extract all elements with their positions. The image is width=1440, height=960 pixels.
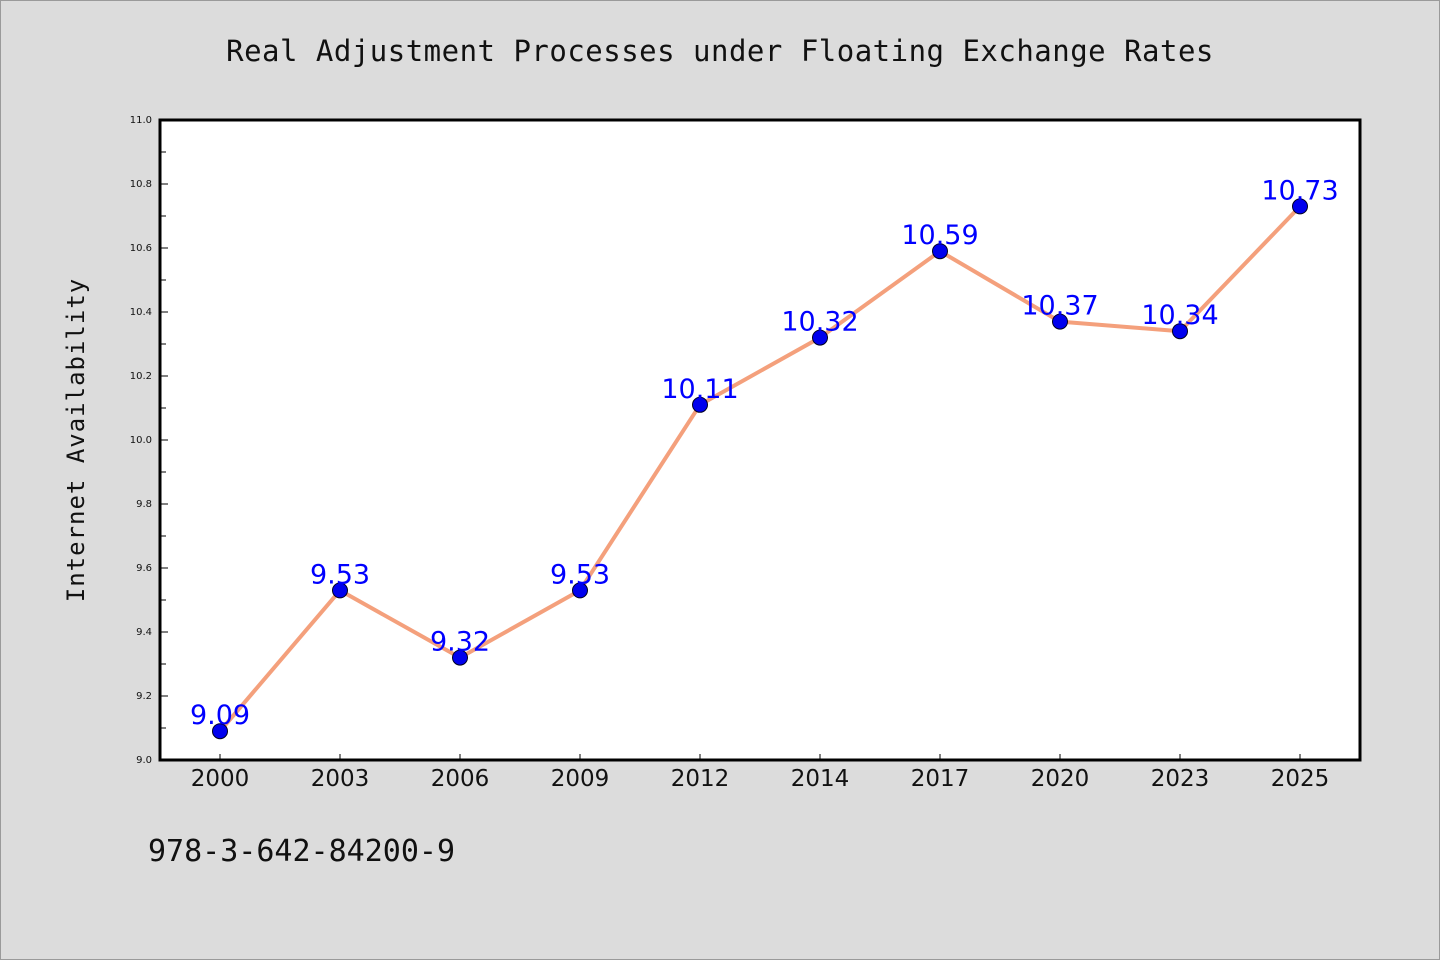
y-tick-label: 10.0: [130, 435, 152, 446]
data-label: 9.53: [310, 559, 370, 590]
data-point: [332, 582, 348, 599]
data-label: 9.09: [190, 700, 250, 731]
isbn-text: 978-3-642-84200-9: [148, 834, 456, 869]
y-axis-label: Internet Availability: [62, 278, 90, 602]
data-point: [692, 396, 708, 413]
y-tick-label: 10.2: [130, 371, 152, 382]
data-label: 9.53: [550, 559, 610, 590]
data-point: [932, 243, 948, 260]
y-tick-label: 9.4: [136, 627, 152, 638]
data-markers: [212, 198, 1308, 740]
x-tick-label: 2017: [911, 766, 970, 792]
x-tick-label: 2009: [551, 766, 610, 792]
x-axis: 2000 2003 2006 2009 2012 2014 2017 2020 2023 2025: [191, 754, 1330, 792]
x-tick-label: 2023: [1151, 766, 1210, 792]
y-tick-label: 9.0: [136, 755, 152, 766]
y-axis: 9.0 9.2 9.4 9.6 9.8 10.0 10.2 10.4 10.6 10.8 11.0: [130, 115, 168, 766]
data-point: [572, 582, 588, 599]
data-label: 9.32: [430, 627, 490, 658]
y-tick-label: 9.6: [136, 563, 152, 574]
x-tick-label: 2014: [791, 766, 850, 792]
y-tick-label: 10.6: [130, 243, 152, 254]
data-point: [1052, 313, 1068, 330]
y-tick-label: 10.8: [130, 179, 152, 190]
series-line: [218, 205, 1302, 733]
x-tick-label: 2025: [1271, 766, 1330, 792]
chart-title: Real Adjustment Processes under Floating…: [226, 34, 1214, 68]
plot-area: [158, 118, 1362, 762]
data-label: 10.37: [1021, 291, 1098, 322]
y-tick-label: 10.4: [130, 307, 152, 318]
x-tick-label: 2006: [431, 766, 490, 792]
data-point: [212, 723, 228, 740]
x-tick-label: 2000: [191, 766, 250, 792]
data-label: 10.11: [661, 374, 738, 405]
data-point: [452, 649, 468, 666]
data-point: [1172, 323, 1188, 340]
y-tick-label: 9.2: [136, 691, 152, 702]
data-label: 10.59: [901, 220, 978, 251]
x-tick-label: 2003: [311, 766, 370, 792]
data-label: 10.34: [1141, 300, 1218, 331]
data-point: [812, 329, 828, 346]
data-label: 10.32: [781, 307, 858, 338]
data-labels: 9.09 9.53 9.32 9.53 10.11 10.32 10.59 10.37 10.3…: [190, 175, 1339, 731]
x-tick-label: 2012: [671, 766, 730, 792]
y-tick-label: 11.0: [130, 115, 152, 126]
data-point: [1292, 198, 1308, 215]
x-tick-label: 2020: [1031, 766, 1090, 792]
y-tick-label: 9.8: [136, 499, 152, 510]
series-line-group: [218, 205, 1302, 733]
data-label: 10.73: [1261, 175, 1338, 206]
